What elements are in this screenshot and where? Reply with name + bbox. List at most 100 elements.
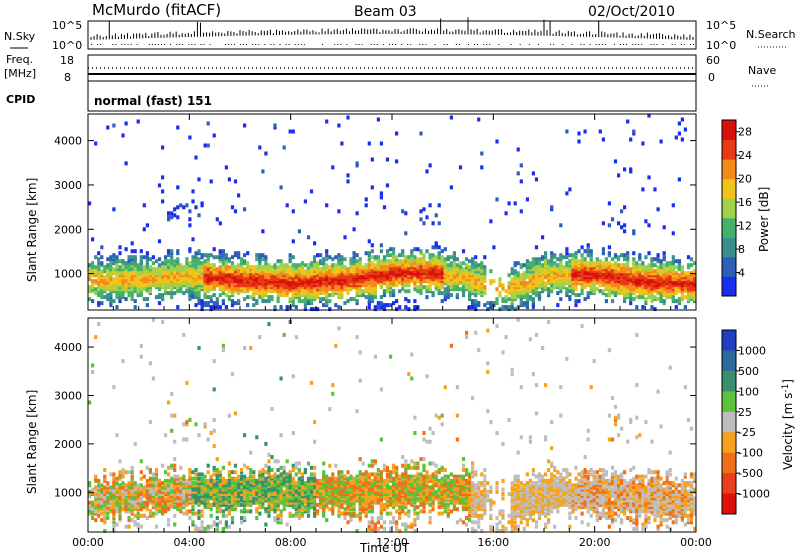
range-cell <box>306 291 311 296</box>
range-cell <box>200 513 204 518</box>
range-cell <box>185 203 189 208</box>
range-cell <box>218 483 222 488</box>
range-cell <box>139 513 143 518</box>
range-cell <box>176 507 180 512</box>
range-cell <box>261 496 265 501</box>
range-cell <box>252 498 256 503</box>
range-cell <box>145 507 149 512</box>
range-cell <box>291 489 295 494</box>
nsearch-dot <box>373 44 375 45</box>
range-cell <box>97 301 101 306</box>
range-cell <box>212 487 216 492</box>
range-cell <box>449 255 453 260</box>
nsearch-dot <box>258 44 260 45</box>
range-cell <box>276 277 280 282</box>
range-cell <box>507 273 511 278</box>
range-cell <box>249 500 253 505</box>
range-cell <box>188 468 192 472</box>
range-cell <box>176 502 180 507</box>
range-cell <box>224 293 228 298</box>
range-cell <box>273 269 277 274</box>
range-cell <box>237 483 241 488</box>
range-cell <box>237 494 241 499</box>
nsearch-dot <box>334 44 336 45</box>
power-heatmap <box>88 113 697 312</box>
range-cell <box>574 259 578 264</box>
range-cell <box>106 505 110 510</box>
range-cell <box>398 289 402 294</box>
range-cell <box>249 509 253 514</box>
range-cell <box>151 476 155 481</box>
range-cell <box>170 255 174 260</box>
range-cell <box>431 257 435 262</box>
range-cell <box>413 287 417 292</box>
range-cell <box>255 500 259 505</box>
nsearch-dot <box>401 44 403 45</box>
range-cell <box>91 500 95 505</box>
range-cell <box>240 261 244 266</box>
range-cell <box>288 483 292 488</box>
range-cell <box>145 251 149 256</box>
range-cell <box>173 522 177 527</box>
range-cell <box>136 500 140 505</box>
range-cell <box>404 259 408 264</box>
range-cell <box>173 413 177 418</box>
range-cell <box>130 241 134 246</box>
range-cell <box>185 257 189 262</box>
range-cell <box>525 301 529 306</box>
range-cell <box>285 487 289 492</box>
range-cell <box>194 472 198 477</box>
range-cell <box>428 203 432 208</box>
range-cell <box>385 259 390 264</box>
range-cell <box>136 287 140 292</box>
range-cell <box>562 269 566 274</box>
nsearch-dot <box>100 44 102 45</box>
range-cell <box>170 249 174 254</box>
range-cell <box>154 478 159 483</box>
range-cell <box>179 498 183 503</box>
range-cell <box>179 505 183 510</box>
nsearch-dot <box>626 44 628 45</box>
range-cell <box>452 281 456 286</box>
range-cell <box>185 478 189 483</box>
range-cell <box>103 505 107 510</box>
range-cell <box>556 303 560 308</box>
nsearch-dot <box>264 44 266 45</box>
range-cell <box>474 299 478 304</box>
range-cell <box>142 203 146 208</box>
range-cell <box>574 299 578 304</box>
range-cell <box>154 483 159 488</box>
range-cell <box>191 483 195 488</box>
range-cell <box>230 502 235 507</box>
range-cell <box>443 263 447 268</box>
range-cell <box>124 485 128 490</box>
range-cell <box>276 498 280 503</box>
range-cell <box>136 511 140 516</box>
range-cell <box>121 487 125 492</box>
range-cell <box>136 119 140 124</box>
range-cell <box>273 496 277 501</box>
range-cell <box>91 507 95 512</box>
range-cell <box>595 257 599 262</box>
range-cell <box>258 483 262 488</box>
range-cell <box>224 305 228 310</box>
range-cell <box>401 253 405 258</box>
range-cell <box>249 295 253 300</box>
range-cell <box>139 496 143 501</box>
range-cell <box>97 513 101 518</box>
range-cell <box>370 249 374 254</box>
range-cell <box>185 502 189 507</box>
range-cell <box>525 281 529 286</box>
range-cell <box>200 485 204 490</box>
range-cell <box>492 245 496 250</box>
range-cell <box>437 203 441 208</box>
range-cell <box>258 498 262 503</box>
range-cell <box>212 428 216 433</box>
range-cell <box>197 511 201 516</box>
range-cell <box>206 487 210 492</box>
range-cell <box>300 299 304 304</box>
range-cell <box>258 476 262 481</box>
range-cell <box>455 293 459 298</box>
range-cell <box>440 255 444 260</box>
range-cell <box>258 470 262 475</box>
